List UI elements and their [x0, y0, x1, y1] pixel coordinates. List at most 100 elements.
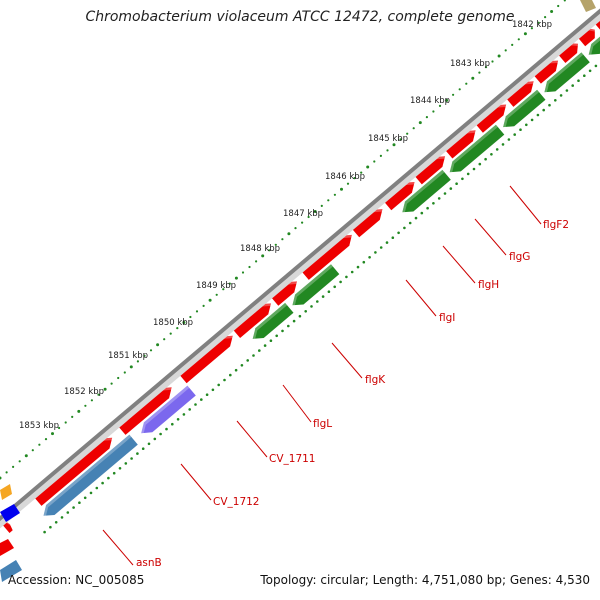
tick-dot: [149, 349, 153, 352]
tick-dot: [414, 216, 418, 220]
tick-dot: [182, 413, 186, 416]
tick-dot: [136, 360, 139, 363]
flgi-gene: [402, 169, 451, 215]
tick-dot: [577, 79, 580, 82]
tick-dot: [432, 202, 435, 205]
tick-dot: [31, 449, 34, 452]
tick-dot: [366, 165, 370, 169]
tick-dot: [548, 103, 551, 107]
tick-dot: [77, 409, 81, 413]
tick-label: 1852 kbp: [64, 387, 104, 397]
tick-dot: [445, 98, 449, 102]
tick-dot: [5, 471, 8, 474]
tick-dot: [536, 113, 540, 117]
tick-dot: [294, 227, 297, 230]
tick-dot: [165, 427, 168, 431]
tick-dot-track: [0, 0, 598, 534]
tick-dot: [58, 426, 61, 430]
tick-dot: [425, 116, 428, 119]
label-leaders: [102, 185, 542, 566]
tick-dot: [530, 118, 534, 122]
tick-dot: [12, 465, 15, 468]
tick-label: 1849 kbp: [196, 281, 236, 291]
tick-dot: [501, 143, 505, 146]
tick-dot: [176, 327, 179, 330]
gene-label-flgl: flgL: [313, 418, 332, 430]
tick-dot: [51, 432, 54, 436]
tick-dot: [258, 349, 261, 352]
tick-dot: [513, 133, 516, 136]
tick-dot: [563, 0, 566, 2]
tick-dot: [103, 387, 107, 391]
tick-dot: [368, 255, 371, 259]
tick-dot: [321, 295, 325, 298]
tick-dot: [38, 443, 41, 446]
tick-dot: [269, 339, 273, 343]
tick-dot: [432, 110, 435, 113]
tick-dot: [136, 452, 139, 455]
tick-dot: [287, 232, 291, 236]
tick-dot: [497, 54, 501, 58]
tick-dot: [263, 344, 267, 347]
tick-dot: [443, 192, 447, 195]
tick-dot: [399, 138, 402, 141]
gene-label-flgk: flgK: [365, 374, 386, 386]
tick-dot: [71, 415, 74, 418]
tick-dot: [117, 376, 120, 380]
tick-dot: [495, 148, 499, 151]
tick-dot: [281, 329, 284, 333]
tick-dot: [571, 84, 574, 87]
tick-dot: [223, 378, 226, 382]
tick-dot: [327, 199, 330, 202]
tick-label: 1843 kbp: [450, 59, 490, 69]
tick-dot: [511, 43, 514, 47]
tick-dot: [559, 94, 563, 97]
leader-line: [236, 420, 268, 458]
tick-dot: [426, 206, 429, 210]
leader-line: [282, 384, 312, 423]
tick-dot: [0, 476, 2, 480]
gene-label-cv-1712: CV_1712: [213, 496, 260, 508]
tick-dot: [403, 226, 406, 230]
tick-dot: [362, 260, 366, 264]
tick-label: 1844 kbp: [410, 96, 450, 106]
tick-dot: [594, 64, 598, 68]
tick-dot: [455, 182, 458, 185]
flgf2-gene: [544, 52, 590, 95]
tick-dot: [316, 300, 319, 303]
tick-label: 1845 kbp: [368, 134, 408, 144]
tick-dot: [205, 393, 209, 397]
edge-fragments: [0, 0, 596, 582]
tick-dot: [340, 187, 343, 191]
tick-dot: [228, 282, 231, 285]
tick-dot: [90, 399, 93, 402]
reverse-strand-genes: [43, 36, 600, 519]
tick-dot: [554, 99, 557, 102]
genome-backbone: [0, 8, 600, 522]
tick-dot: [95, 486, 99, 490]
tick-dot: [66, 511, 70, 514]
tick-dot: [141, 447, 145, 451]
tick-dot: [107, 476, 110, 480]
tick-dot: [542, 108, 545, 112]
tick-dot: [202, 304, 205, 307]
backbone-shadow: [0, 9, 600, 529]
asnb-gene: [43, 434, 138, 519]
tick-dot: [458, 88, 461, 91]
gene-fragment-tan-top: [580, 0, 596, 12]
tick-dot: [130, 457, 133, 460]
gene-label-cv-1711: CV_1711: [269, 453, 316, 465]
tick-dot: [583, 74, 586, 77]
tick-dot: [356, 265, 360, 269]
tick-dot: [241, 271, 245, 274]
gene-label-flgh: flgH: [478, 279, 499, 291]
tick-dot: [143, 354, 146, 357]
tick-dot: [310, 305, 313, 308]
gene-label-flgi: flgI: [439, 312, 455, 324]
tick-dot: [397, 231, 400, 235]
tick-dot: [484, 157, 487, 161]
tick-dot: [171, 422, 174, 426]
tick-dot: [123, 371, 126, 374]
gene-fragment-blue-bottom: [0, 560, 22, 582]
tick-dot: [194, 403, 197, 406]
